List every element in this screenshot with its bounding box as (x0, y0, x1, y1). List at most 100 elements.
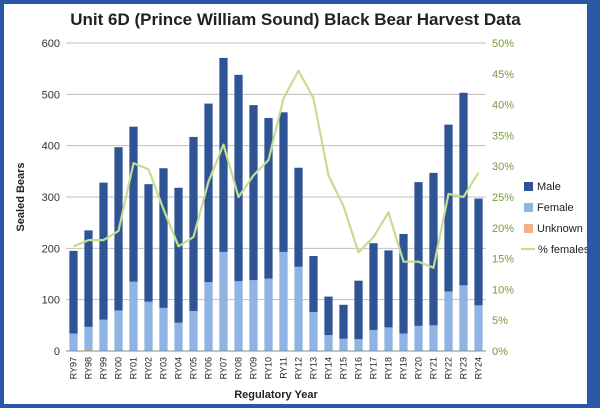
y-axis-label: Sealed Bears (15, 162, 27, 231)
x-tick-label: RY13 (309, 357, 319, 379)
bar-male (249, 105, 258, 281)
bar-male (264, 117, 273, 279)
bar-male (279, 112, 288, 252)
x-axis-label: Regulatory Year (234, 389, 318, 401)
y-tick-label: 0 (54, 346, 60, 358)
bar-male (234, 74, 243, 282)
x-tick-label: RY16 (354, 357, 364, 379)
bar-male (129, 126, 138, 282)
bar-female (324, 335, 333, 351)
x-tick-label: RY18 (384, 357, 394, 379)
x-tick-label: RY05 (189, 357, 199, 379)
bar-male (354, 280, 363, 340)
bar-male (69, 250, 78, 334)
bar-male (159, 168, 168, 308)
bar-male (324, 296, 333, 336)
bar-female (414, 325, 423, 351)
bar-female (309, 311, 318, 351)
bar-male (174, 187, 183, 323)
bar-female (99, 319, 108, 351)
chart-svg: 0 100 200 300 400 500 600 0% 5% 10% 15% 20% 25% 30% 35… (15, 38, 587, 401)
bar-female (114, 310, 123, 351)
bar-female (84, 326, 93, 350)
x-tick-label: RY12 (294, 357, 304, 379)
y2-tick-label: 30% (492, 161, 514, 173)
bar-female (174, 322, 183, 351)
bar-female (279, 251, 288, 351)
bar-male (474, 198, 483, 306)
bar-female (69, 333, 78, 351)
x-tick-label: RY14 (324, 357, 334, 379)
bar-female (474, 305, 483, 351)
x-tick-label: RY23 (459, 357, 469, 379)
x-tick-label: RY99 (99, 357, 109, 379)
x-tick-label: RY00 (114, 357, 124, 379)
bar-male (414, 182, 423, 326)
bar-male (204, 103, 213, 283)
bar-female (219, 251, 228, 351)
bar-male (459, 92, 468, 286)
bar-male (144, 184, 153, 302)
x-tick-label: RY04 (174, 357, 184, 379)
y-tick-label: 200 (42, 243, 60, 255)
x-tick-label: RY17 (369, 357, 379, 379)
bar-male (384, 250, 393, 328)
y-tick-label: 100 (42, 295, 60, 307)
x-tick-label: RY10 (264, 357, 274, 379)
chart-title: Unit 6D (Prince William Sound) Black Bea… (70, 10, 521, 29)
x-tick-label: RY01 (129, 357, 139, 379)
bar-female (129, 281, 138, 351)
y2-tick-label: 20% (492, 223, 514, 235)
y2-tick-label: 40% (492, 100, 514, 112)
x-tick-label: RY20 (414, 357, 424, 379)
bar-female (399, 333, 408, 351)
legend-swatch-female (524, 203, 533, 212)
bar-male (99, 182, 108, 320)
x-tick-label: RY07 (219, 357, 229, 379)
y2-tick-label: 15% (492, 254, 514, 266)
bar-female (234, 281, 243, 351)
bar-female (429, 325, 438, 351)
legend-label-male: Male (537, 181, 561, 193)
bar-male (369, 243, 378, 330)
x-tick-label: RY19 (399, 357, 409, 379)
y-tick-label: 600 (42, 38, 60, 50)
x-tick-label: RY09 (249, 357, 259, 379)
legend-swatch-male (524, 182, 533, 191)
bar-female (159, 307, 168, 351)
x-tick-label: RY02 (144, 357, 154, 379)
bar-male (84, 230, 93, 327)
bar-male (444, 124, 453, 292)
y2-tick-label: 0% (492, 346, 508, 358)
y-tick-label: 500 (42, 89, 60, 101)
bar-male (294, 167, 303, 267)
bar-female (444, 291, 453, 351)
bar-female (264, 278, 273, 351)
bar-female (144, 301, 153, 351)
x-tick-label: RY15 (339, 357, 349, 379)
chart-frame: Unit 6D (Prince William Sound) Black Bea… (4, 4, 587, 404)
bar-female (369, 329, 378, 351)
bar-female (384, 327, 393, 351)
x-tick-label: RY06 (204, 357, 214, 379)
bar-female (294, 266, 303, 351)
bar-male (339, 304, 348, 339)
y2-tick-label: 45% (492, 69, 514, 81)
bar-male (399, 233, 408, 334)
bar-male (219, 57, 228, 252)
x-tick-label: RY08 (234, 357, 244, 379)
bar-female (204, 282, 213, 351)
y2-tick-label: 10% (492, 284, 514, 296)
x-tick-label: RY03 (159, 357, 169, 379)
x-tick-label: RY97 (69, 357, 79, 379)
legend-swatch-unknown (524, 224, 533, 233)
bar-female (339, 338, 348, 351)
bar-male (309, 256, 318, 312)
y2-tick-label: 5% (492, 315, 508, 327)
bar-female (354, 339, 363, 351)
x-tick-label: RY21 (429, 357, 439, 379)
bar-unknown (84, 349, 93, 351)
legend-label-females-line: % females (538, 244, 587, 256)
legend-label-female: Female (537, 202, 574, 214)
x-tick-label: RY24 (474, 357, 484, 379)
